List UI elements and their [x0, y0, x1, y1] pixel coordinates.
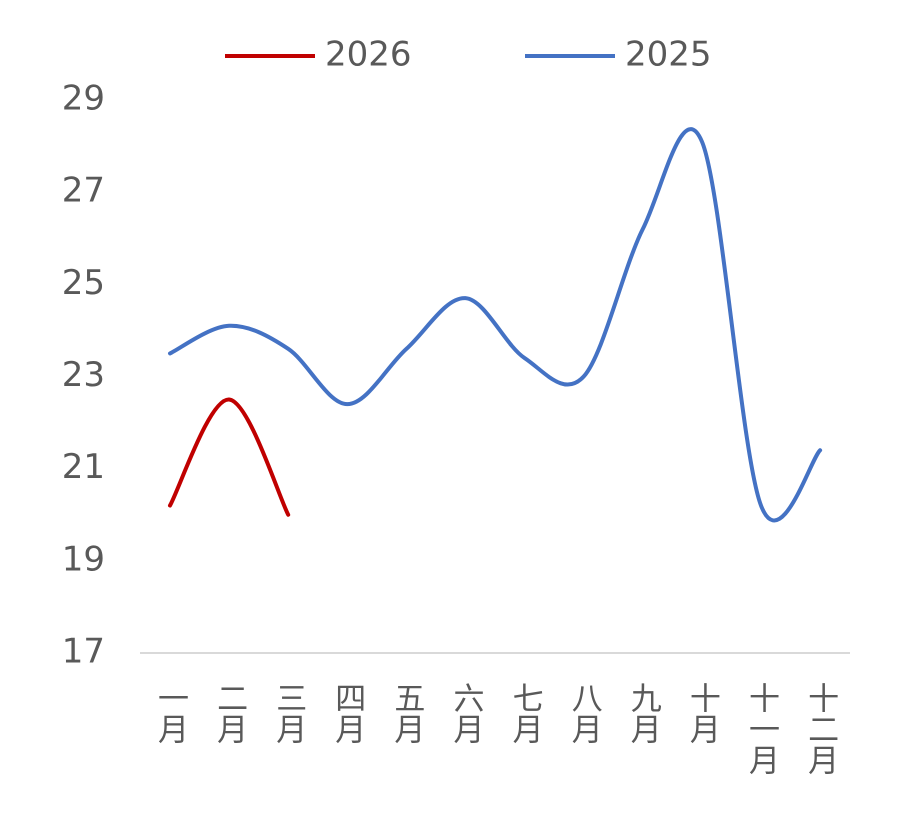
x-tick-label: 七月	[507, 682, 544, 744]
x-tick-label: 六月	[448, 682, 485, 744]
x-tick-label: 十一月	[743, 682, 780, 775]
x-tick-label: 一月	[152, 682, 189, 744]
y-tick-label: 23	[62, 355, 105, 395]
x-tick-label: 十二月	[802, 682, 839, 775]
x-tick-label: 九月	[625, 682, 662, 744]
legend-label: 2025	[625, 35, 712, 75]
y-tick-label: 25	[62, 263, 105, 303]
x-tick-label: 三月	[270, 682, 307, 744]
y-tick-label: 17	[62, 632, 105, 672]
y-tick-label: 21	[62, 447, 105, 487]
series-line	[168, 127, 823, 523]
y-tick-label: 27	[62, 171, 105, 211]
x-tick-label: 二月	[211, 682, 248, 744]
x-tick-label: 十月	[684, 682, 721, 744]
y-tick-label: 29	[62, 79, 105, 119]
x-tick-label: 五月	[388, 682, 425, 744]
y-tick-label: 19	[62, 539, 105, 579]
series-line	[168, 397, 291, 517]
x-tick-label: 四月	[329, 682, 366, 744]
legend-label: 2026	[325, 35, 412, 75]
x-tick-label: 八月	[566, 682, 603, 744]
